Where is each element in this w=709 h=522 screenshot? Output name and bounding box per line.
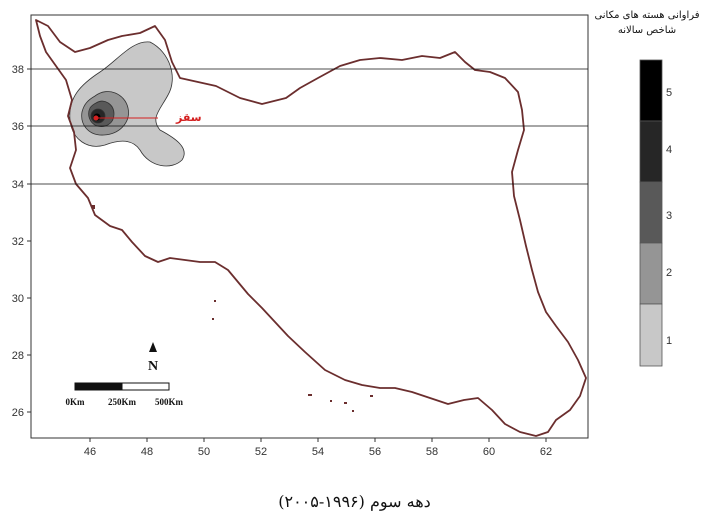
y-tick-label: 36: [12, 121, 24, 133]
legend-swatch-5: [639, 59, 663, 122]
legend-class-label: 5: [666, 87, 672, 99]
legend-swatch-2: [639, 242, 663, 305]
north-arrow-icon: [149, 342, 157, 352]
legend-class-label: 2: [666, 267, 672, 279]
city-marker: [93, 115, 99, 121]
scale-label-0: 0Km: [66, 397, 86, 407]
x-tick-label: 56: [369, 446, 381, 458]
scale-label-250: 250Km: [108, 397, 137, 407]
scale-label-500: 500Km: [155, 397, 184, 407]
x-tick-label: 54: [312, 446, 324, 458]
figure-caption: دهه سوم (۱۹۹۶-۲۰۰۵): [278, 492, 431, 511]
x-tick-label: 48: [141, 446, 153, 458]
scale-bar: 0Km 250Km 500Km: [66, 382, 184, 407]
reference-lines: [31, 68, 588, 185]
legend-colorbar: 5 4 3 2 1: [639, 59, 672, 367]
x-tick-label: 58: [426, 446, 438, 458]
y-tick-label: 28: [12, 350, 24, 362]
x-tick-label: 52: [255, 446, 267, 458]
iran-border: [35, 19, 587, 437]
y-axis: 38 36 34 32 30 28 26: [12, 64, 31, 419]
y-tick-label: 30: [12, 293, 24, 305]
legend-swatch-4: [639, 120, 663, 183]
north-label: N: [148, 359, 158, 374]
y-tick-label: 32: [12, 236, 24, 248]
y-tick-label: 26: [12, 407, 24, 419]
legend-title-line-2: شاخص سالانه: [617, 25, 677, 36]
legend-class-label: 4: [666, 144, 672, 156]
city-label: سقز: [175, 111, 202, 124]
islands: [92, 205, 373, 412]
legend-class-label: 3: [666, 210, 672, 222]
legend-class-label: 1: [666, 335, 672, 347]
north-arrow: N: [148, 342, 158, 374]
y-tick-label: 38: [12, 64, 24, 76]
y-tick-label: 34: [12, 179, 24, 191]
x-axis: 46 48 50 52 54 56 58 60 62: [84, 438, 552, 458]
legend-title-line-1: فراوانی هسته های مکانی: [594, 10, 700, 21]
x-tick-label: 62: [540, 446, 552, 458]
x-tick-label: 46: [84, 446, 96, 458]
legend-swatch-1: [639, 303, 663, 367]
x-tick-label: 50: [198, 446, 210, 458]
density-contours: [69, 41, 185, 167]
legend-swatch-3: [639, 181, 663, 244]
x-tick-label: 60: [483, 446, 495, 458]
legend-title: فراوانی هسته های مکانی شاخص سالانه: [588, 8, 706, 38]
